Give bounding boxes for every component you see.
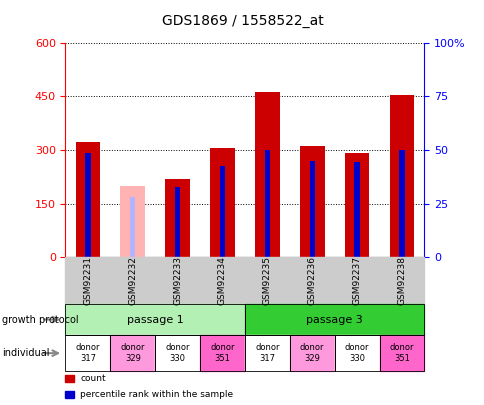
Text: passage 1: passage 1: [126, 315, 183, 324]
Text: GSM92234: GSM92234: [217, 256, 227, 305]
Text: donor
351: donor 351: [389, 343, 413, 363]
Text: passage 3: passage 3: [305, 315, 363, 324]
Bar: [309, 160, 314, 257]
Bar: [85, 153, 91, 257]
Text: individual: individual: [2, 348, 50, 358]
Text: donor
329: donor 329: [120, 343, 145, 363]
Text: count: count: [80, 374, 106, 383]
Bar: [130, 197, 135, 257]
Bar: [175, 188, 180, 257]
Bar: [255, 92, 279, 257]
Text: donor
317: donor 317: [255, 343, 279, 363]
Bar: [120, 185, 145, 257]
Bar: [398, 150, 404, 257]
Bar: [76, 142, 100, 257]
Bar: [354, 162, 359, 257]
Text: GSM92238: GSM92238: [396, 256, 406, 305]
Text: GSM92235: GSM92235: [262, 256, 272, 305]
Bar: [165, 179, 190, 257]
Text: GSM92237: GSM92237: [352, 256, 361, 305]
Text: GDS1869 / 1558522_at: GDS1869 / 1558522_at: [161, 14, 323, 28]
Bar: [219, 166, 225, 257]
Text: donor
351: donor 351: [210, 343, 234, 363]
Text: percentile rank within the sample: percentile rank within the sample: [80, 390, 233, 399]
Text: GSM92231: GSM92231: [83, 256, 92, 305]
Bar: [344, 153, 369, 257]
Text: donor
330: donor 330: [344, 343, 369, 363]
Text: GSM92236: GSM92236: [307, 256, 316, 305]
Bar: [210, 148, 234, 257]
Text: donor
329: donor 329: [299, 343, 324, 363]
Text: donor
330: donor 330: [165, 343, 190, 363]
Bar: [299, 146, 324, 257]
Text: GSM92233: GSM92233: [173, 256, 182, 305]
Text: growth protocol: growth protocol: [2, 315, 79, 324]
Text: donor
317: donor 317: [76, 343, 100, 363]
Bar: [264, 150, 270, 257]
Bar: [389, 95, 413, 257]
Text: GSM92232: GSM92232: [128, 256, 137, 305]
